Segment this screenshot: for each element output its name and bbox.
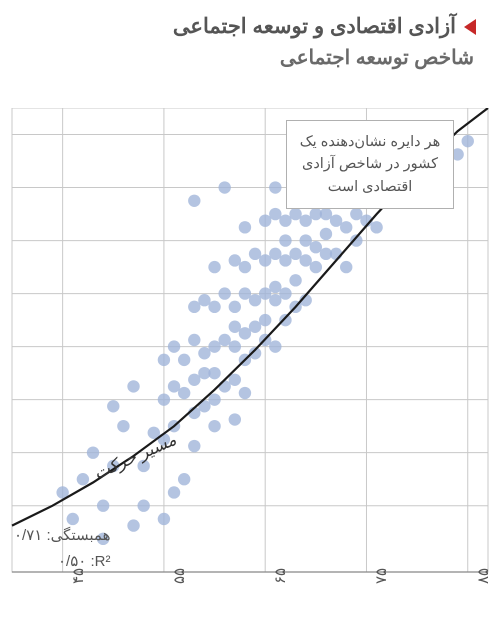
chart-area: هر دایره نشان‌دهنده یک کشور در شاخص آزاد… — [0, 108, 500, 630]
chart-title: آزادی اقتصادی و توسعه اجتماعی — [173, 14, 456, 39]
title-row: آزادی اقتصادی و توسعه اجتماعی — [0, 14, 476, 39]
title-marker-icon — [464, 19, 476, 35]
correlation-line: همبستگی: ۰/۷۱ — [14, 523, 111, 549]
x-tick-label: ۷۵ — [372, 568, 390, 584]
r2-label: :R² — [91, 553, 111, 570]
legend-box: هر دایره نشان‌دهنده یک کشور در شاخص آزاد… — [286, 120, 454, 209]
stats-box: همبستگی: ۰/۷۱ ۰/۵۰ :R² — [14, 523, 111, 574]
x-tick-label: ۵۵ — [170, 568, 188, 584]
x-tick-label: ۸۵ — [474, 568, 492, 584]
chart-subtitle: شاخص توسعه اجتماعی — [0, 45, 476, 70]
x-tick-label: ۶۵ — [271, 568, 289, 584]
x-tick-label: ۴۵ — [69, 568, 87, 584]
correlation-label: همبستگی: — [47, 527, 111, 544]
r2-line: ۰/۵۰ :R² — [14, 549, 111, 575]
correlation-value: ۰/۷۱ — [14, 527, 42, 544]
figure-container: آزادی اقتصادی و توسعه اجتماعی شاخص توسعه… — [0, 0, 500, 630]
